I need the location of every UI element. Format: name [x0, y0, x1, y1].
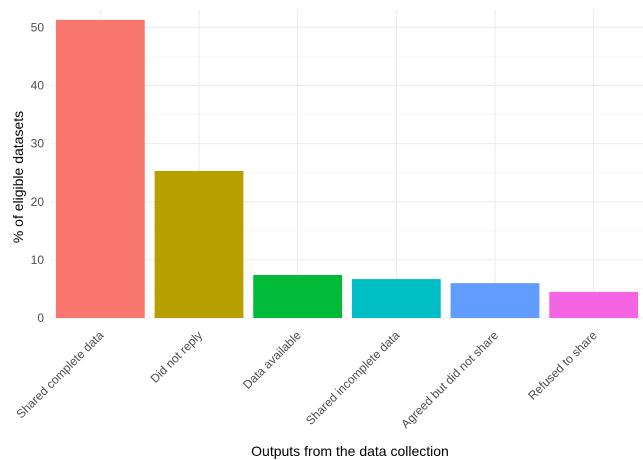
bar: [549, 291, 639, 318]
y-tick-label: 30: [31, 137, 45, 151]
x-axis-ticks: Shared complete data Did not reply Data av…: [14, 328, 600, 431]
x-tick-label: Agreed but did not share: [398, 328, 501, 431]
x-tick-label: Did not reply: [148, 328, 206, 386]
y-tick-label: 0: [37, 311, 44, 325]
bar: [55, 19, 145, 319]
x-tick-label: Data available: [240, 328, 304, 392]
bar: [253, 274, 343, 318]
bar: [450, 283, 540, 318]
y-tick-label: 40: [31, 79, 45, 93]
bar: [351, 279, 441, 318]
x-tick-label: Refused to share: [525, 328, 600, 403]
x-tick-label: Shared incomplete data: [303, 328, 403, 428]
bars-group: [55, 19, 639, 319]
y-axis-ticks: 0 10 20 30 40 50: [31, 20, 45, 325]
y-tick-label: 20: [31, 195, 45, 209]
x-axis-title: Outputs from the data collection: [251, 443, 449, 459]
x-tick-label: Shared complete data: [14, 328, 107, 421]
y-tick-label: 50: [31, 20, 45, 34]
bar: [154, 170, 244, 318]
y-axis-title: % of eligible datasets: [10, 111, 26, 243]
y-tick-label: 10: [31, 253, 45, 267]
